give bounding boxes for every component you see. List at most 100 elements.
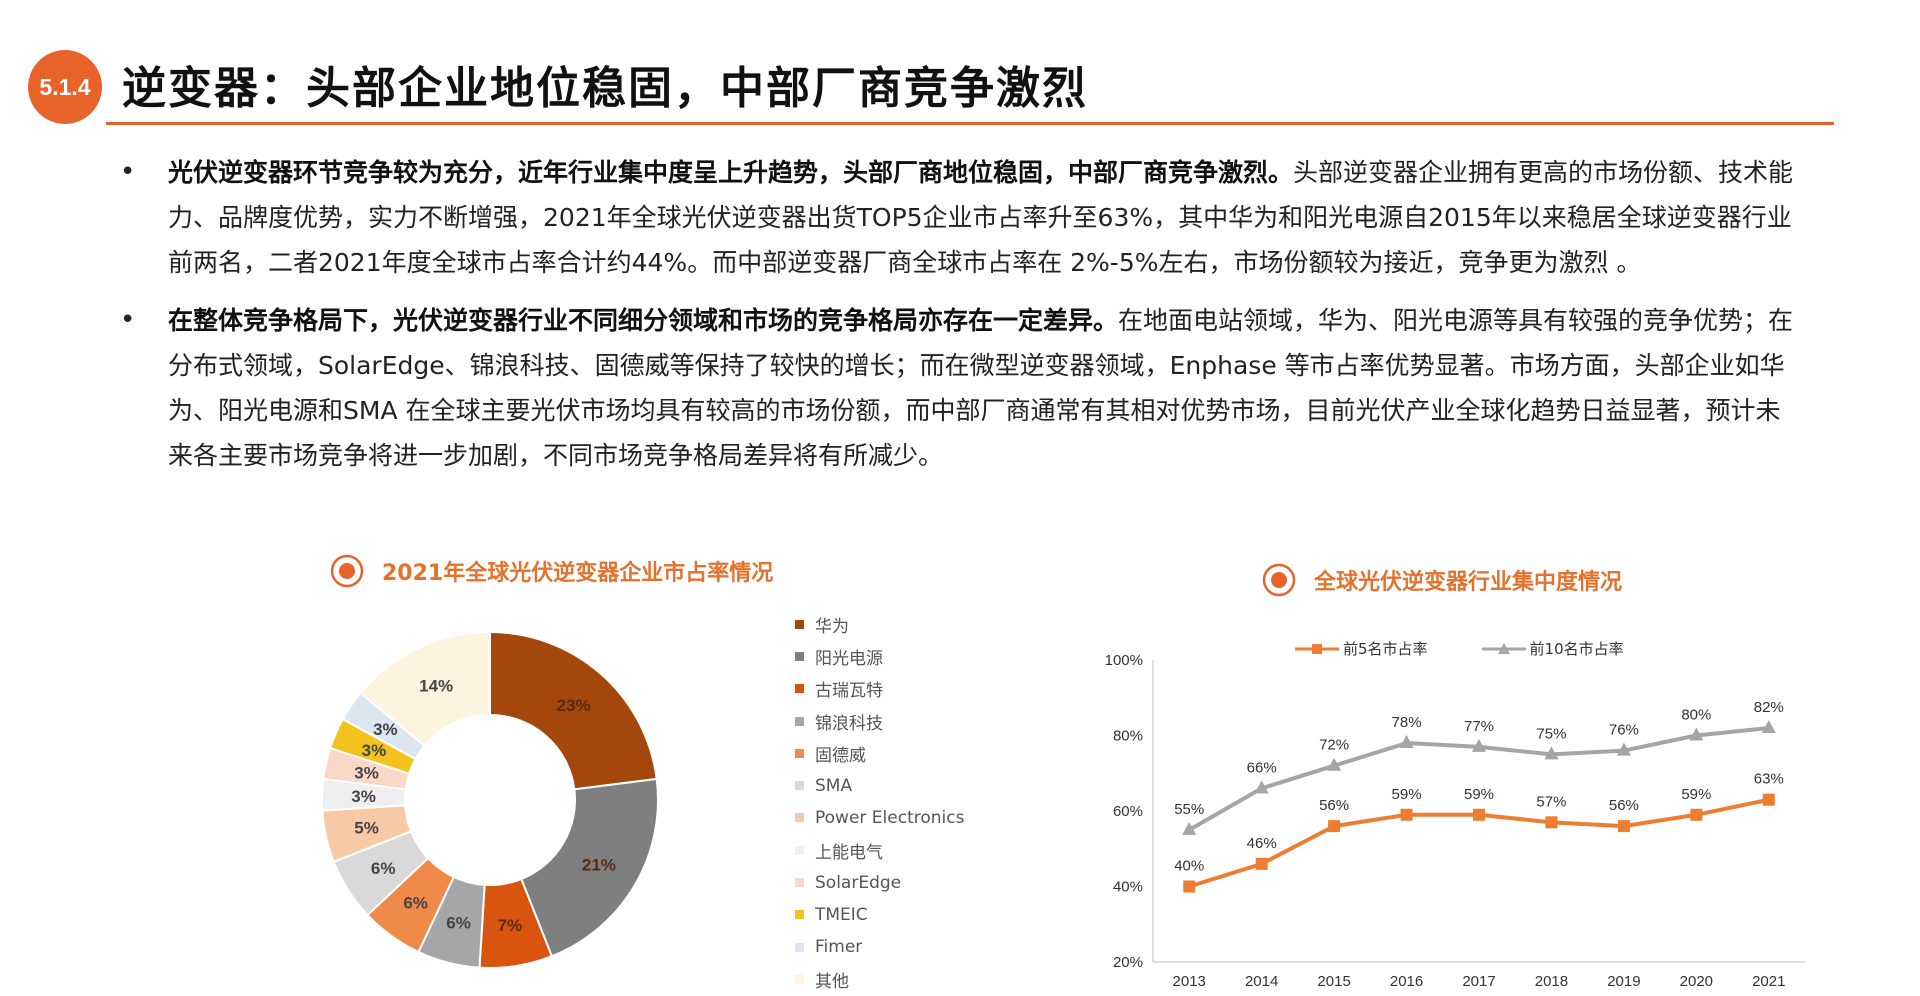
section-number: 5.1.4	[39, 73, 91, 100]
x-tick-label: 2015	[1317, 973, 1350, 990]
data-label: 72%	[1319, 737, 1349, 754]
y-tick-label: 100%	[1105, 652, 1143, 669]
data-label: 46%	[1247, 835, 1277, 852]
data-label: 82%	[1754, 699, 1784, 716]
legend-entry: SMA	[795, 769, 964, 801]
legend-label: Fimer	[815, 937, 863, 958]
donut-data-label: 3%	[351, 787, 376, 806]
target-icon	[1262, 563, 1296, 597]
legend-swatch	[795, 748, 804, 758]
data-label: 59%	[1681, 786, 1711, 803]
legend-label: TMEIC	[815, 904, 868, 925]
donut-slice	[359, 630, 491, 748]
donut-slice	[519, 777, 659, 958]
data-point	[1473, 808, 1485, 821]
data-label: 59%	[1392, 786, 1422, 803]
donut-data-label: 14%	[419, 677, 453, 696]
line-chart-title-text: 全球光伏逆变器行业集中度情况	[1314, 570, 1623, 595]
donut-slice	[489, 630, 658, 791]
legend-entry: 前10名市占率	[1481, 638, 1624, 659]
legend-swatch	[795, 716, 804, 726]
legend-swatch	[795, 684, 804, 694]
data-label: 56%	[1319, 797, 1349, 814]
bullet-text: 在地面电站领域，华为、阳光电源等具有较强的竞争优势；在分布式领域，SolarEd…	[168, 306, 1794, 470]
legend-swatch	[795, 974, 804, 984]
legend-entry: 阳光电源	[795, 640, 964, 672]
donut-data-label: 21%	[582, 855, 616, 874]
donut-legend: 华为阳光电源古瑞瓦特锦浪科技固德威 SMA Power Electronics 上能电…	[795, 608, 964, 996]
legend-entry: SolarEdge	[795, 866, 964, 898]
legend-marker	[1481, 642, 1526, 654]
data-label: 57%	[1536, 793, 1566, 810]
legend-entry: 华为	[795, 608, 964, 640]
data-point	[1183, 880, 1196, 893]
data-point	[1328, 820, 1341, 833]
data-point	[1255, 857, 1268, 870]
x-tick-label: 2013	[1173, 973, 1206, 990]
x-tick-label: 2014	[1245, 973, 1278, 990]
data-point	[1616, 742, 1631, 756]
legend-marker	[1295, 643, 1339, 654]
data-point	[1544, 746, 1559, 760]
legend-entry: 前5名市占率	[1295, 638, 1428, 659]
data-point	[1254, 780, 1269, 794]
bullet-list: • 光伏逆变器环节竞争较为充分，近年行业集中度呈上升趋势，头部厂商地位稳固，中部…	[120, 150, 1796, 491]
legend-swatch	[795, 878, 804, 888]
target-icon	[330, 554, 364, 588]
bullet-item: • 光伏逆变器环节竞争较为充分，近年行业集中度呈上升趋势，头部厂商地位稳固，中部…	[120, 150, 1796, 285]
bullet-lead: 光伏逆变器环节竞争较为充分，近年行业集中度呈上升趋势，头部厂商地位稳固，中部厂商…	[168, 158, 1294, 187]
legend-entry: 固德威	[795, 737, 964, 769]
data-point	[1690, 808, 1703, 821]
legend-entry: 锦浪科技	[795, 705, 964, 737]
y-tick-label: 80%	[1113, 728, 1143, 745]
bullet-marker: •	[120, 305, 136, 335]
donut-data-label: 3%	[373, 720, 398, 739]
legend-label: 阳光电源	[815, 648, 883, 669]
data-label: 78%	[1392, 714, 1422, 731]
x-tick-label: 2020	[1680, 973, 1713, 990]
bullet-text: 头部逆变器企业拥有更高的市场份额、技术能力、品牌度优势，实力不断增强，2021年…	[168, 158, 1794, 277]
line-chart-legend: 前5名市占率 前10名市占率	[1295, 638, 1678, 659]
data-label: 40%	[1174, 858, 1204, 875]
donut-data-label: 5%	[354, 819, 379, 838]
legend-label: 前10名市占率	[1529, 640, 1624, 658]
bullet-marker: •	[120, 157, 136, 187]
donut-chart: 23% 21% 7% 6% 6% 6% 5% 3% 3% 3% 3% 14%	[321, 630, 659, 969]
donut-data-label: 6%	[371, 859, 396, 878]
data-point	[1762, 793, 1775, 806]
legend-swatch	[795, 845, 804, 855]
x-tick-label: 2019	[1607, 973, 1640, 990]
legend-swatch	[795, 619, 804, 629]
section-badge: 5.1.4	[28, 50, 102, 124]
legend-label: 古瑞瓦特	[815, 681, 883, 702]
y-tick-label: 20%	[1113, 954, 1143, 971]
legend-swatch	[795, 781, 804, 791]
data-point	[1327, 757, 1342, 771]
legend-entry: Power Electronics	[795, 802, 964, 834]
data-point	[1182, 821, 1197, 835]
data-label: 80%	[1681, 707, 1711, 724]
donut-chart-title-text: 2021年全球光伏逆变器企业市占率情况	[382, 561, 774, 586]
line-chart-title: 全球光伏逆变器行业集中度情况	[1262, 563, 1622, 597]
data-label: 56%	[1609, 797, 1639, 814]
data-point	[1761, 719, 1776, 733]
donut-chart-title: 2021年全球光伏逆变器企业市占率情况	[330, 554, 773, 588]
bullet-item: • 在整体竞争格局下，光伏逆变器行业不同细分领域和市场的竞争格局亦存在一定差异。…	[120, 298, 1796, 478]
legend-swatch	[795, 651, 804, 661]
data-label: 63%	[1754, 771, 1784, 788]
legend-entry: TMEIC	[795, 899, 964, 931]
x-tick-label: 2016	[1390, 973, 1423, 990]
legend-swatch	[795, 910, 804, 920]
bullet-lead: 在整体竞争格局下，光伏逆变器行业不同细分领域和市场的竞争格局亦存在一定差异。	[168, 306, 1119, 335]
x-tick-label: 2021	[1752, 973, 1785, 990]
data-point	[1399, 735, 1414, 749]
legend-entry: 其他	[795, 963, 964, 995]
legend-label: 华为	[815, 616, 849, 637]
y-tick-label: 60%	[1113, 803, 1143, 820]
legend-entry: 古瑞瓦特	[795, 673, 964, 705]
legend-label: 固德威	[815, 745, 866, 766]
legend-entry: 上能电气	[795, 834, 964, 866]
legend-entry: Fimer	[795, 931, 964, 963]
x-tick-label: 2017	[1462, 973, 1495, 990]
donut-data-label: 3%	[362, 741, 387, 760]
